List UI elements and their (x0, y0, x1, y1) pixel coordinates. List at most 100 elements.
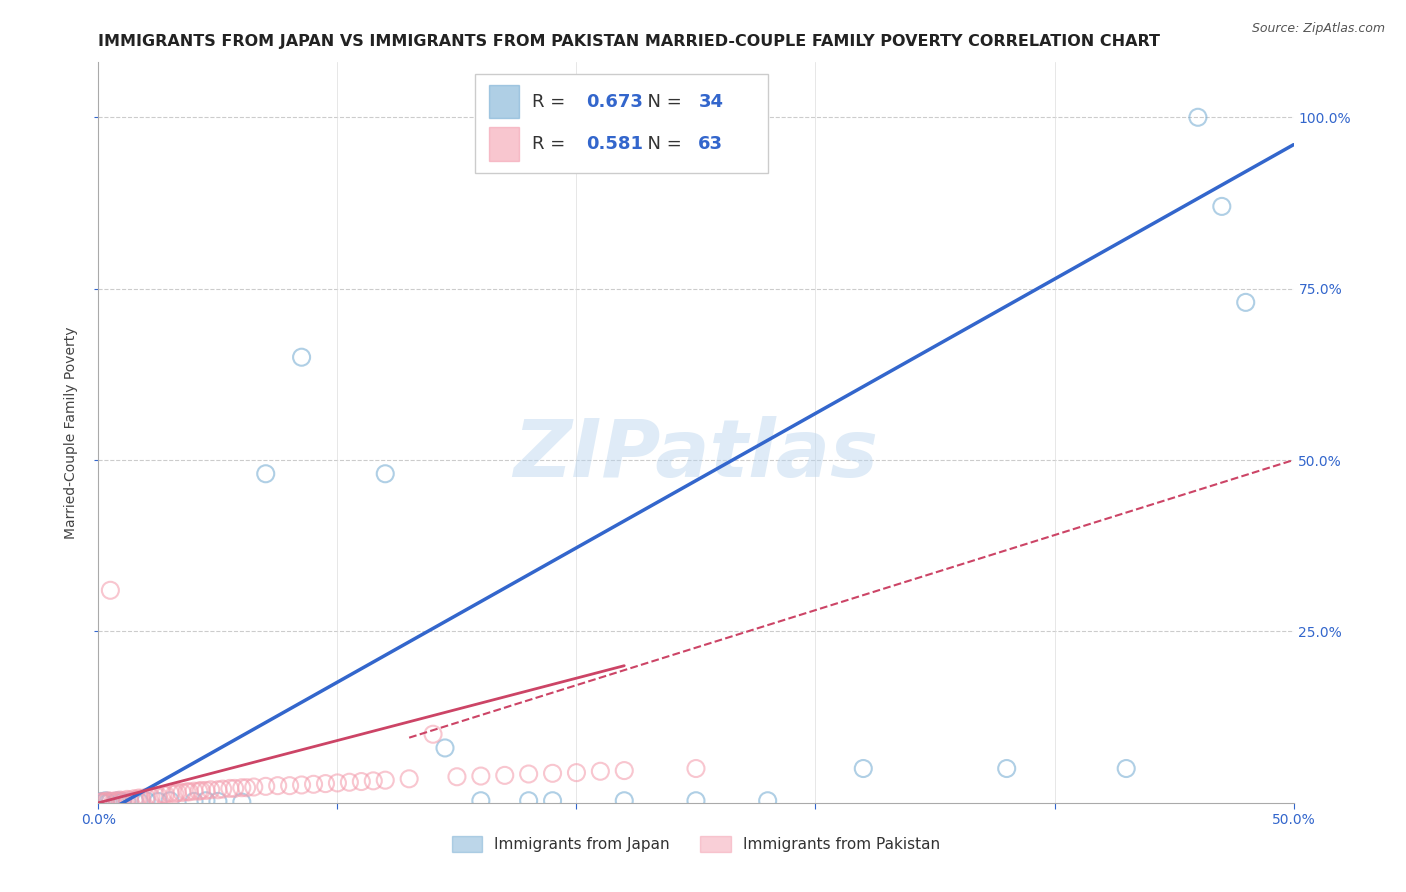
Point (124, 794, 146, 808)
Point (159, 786, 181, 800)
Point (139, 790, 162, 805)
Point (115, 792, 138, 806)
Text: IMMIGRANTS FROM JAPAN VS IMMIGRANTS FROM PAKISTAN MARRIED-COUPLE FAMILY POVERTY : IMMIGRANTS FROM JAPAN VS IMMIGRANTS FROM… (98, 34, 1160, 49)
Point (91, 794, 114, 808)
Point (166, 785, 188, 799)
Text: N =: N = (637, 135, 688, 153)
Point (1211, 199, 1233, 213)
Point (211, 782, 233, 797)
Point (128, 791, 150, 805)
Text: 63: 63 (699, 135, 723, 153)
Point (101, 795, 124, 809)
Point (183, 784, 205, 798)
Point (326, 776, 349, 790)
Point (363, 773, 385, 788)
Point (200, 782, 222, 797)
Point (98, 794, 122, 808)
Point (398, 772, 420, 786)
Point (187, 784, 209, 798)
Point (159, 794, 181, 808)
Text: 0.581: 0.581 (586, 135, 643, 153)
Point (315, 776, 337, 790)
Point (107, 794, 129, 808)
FancyBboxPatch shape (489, 85, 519, 119)
Point (541, 794, 564, 808)
Point (145, 789, 167, 803)
Point (179, 785, 201, 799)
Point (90, 795, 112, 809)
Point (219, 781, 242, 796)
Point (541, 766, 564, 780)
Point (254, 467, 277, 481)
Point (517, 767, 540, 781)
Text: Source: ZipAtlas.com: Source: ZipAtlas.com (1251, 22, 1385, 36)
Point (231, 795, 253, 809)
Point (111, 794, 134, 808)
Point (291, 350, 314, 364)
Point (183, 794, 205, 808)
Point (613, 794, 636, 808)
Point (278, 779, 301, 793)
Point (235, 780, 257, 795)
Point (190, 783, 212, 797)
Point (254, 780, 277, 794)
Point (90, 794, 112, 808)
Point (350, 774, 373, 789)
Text: 34: 34 (699, 93, 723, 111)
Point (135, 790, 157, 805)
Point (267, 779, 290, 793)
Text: R =: R = (533, 93, 571, 111)
Point (1234, 295, 1257, 310)
Point (118, 793, 141, 807)
Point (589, 764, 612, 779)
Point (176, 785, 198, 799)
Legend: Immigrants from Japan, Immigrants from Pakistan: Immigrants from Japan, Immigrants from P… (446, 830, 946, 858)
Point (98, 583, 122, 598)
Point (135, 794, 157, 808)
Text: ZIPatlas: ZIPatlas (513, 416, 879, 494)
Point (98, 794, 122, 808)
Point (565, 765, 588, 780)
Point (108, 793, 131, 807)
Point (125, 792, 148, 806)
Point (374, 467, 396, 481)
Point (494, 768, 516, 782)
Point (97, 794, 120, 808)
Point (131, 791, 153, 805)
Point (756, 794, 779, 808)
Point (195, 783, 218, 797)
Point (446, 770, 468, 784)
FancyBboxPatch shape (475, 73, 768, 173)
Text: 0.673: 0.673 (586, 93, 643, 111)
Point (104, 794, 127, 808)
Point (224, 781, 246, 796)
Point (104, 795, 127, 809)
Point (243, 780, 266, 794)
Point (1115, 762, 1137, 776)
Point (128, 794, 150, 808)
Text: N =: N = (637, 93, 688, 111)
Point (685, 762, 707, 776)
Point (207, 794, 229, 808)
Point (995, 762, 1018, 776)
Point (1187, 110, 1209, 124)
Point (148, 794, 170, 808)
Point (374, 773, 396, 788)
Point (163, 787, 186, 801)
Point (613, 764, 636, 778)
Point (291, 778, 314, 792)
Point (422, 727, 444, 741)
Point (470, 794, 492, 808)
Y-axis label: Married-Couple Family Poverty: Married-Couple Family Poverty (65, 326, 79, 539)
Point (97, 795, 120, 809)
Point (339, 775, 361, 789)
Point (115, 795, 138, 809)
Point (231, 780, 253, 795)
Point (434, 741, 457, 756)
Point (852, 762, 875, 776)
Point (517, 794, 540, 808)
Point (91, 795, 114, 809)
Point (148, 789, 170, 803)
Point (124, 791, 146, 805)
Point (94, 794, 117, 808)
